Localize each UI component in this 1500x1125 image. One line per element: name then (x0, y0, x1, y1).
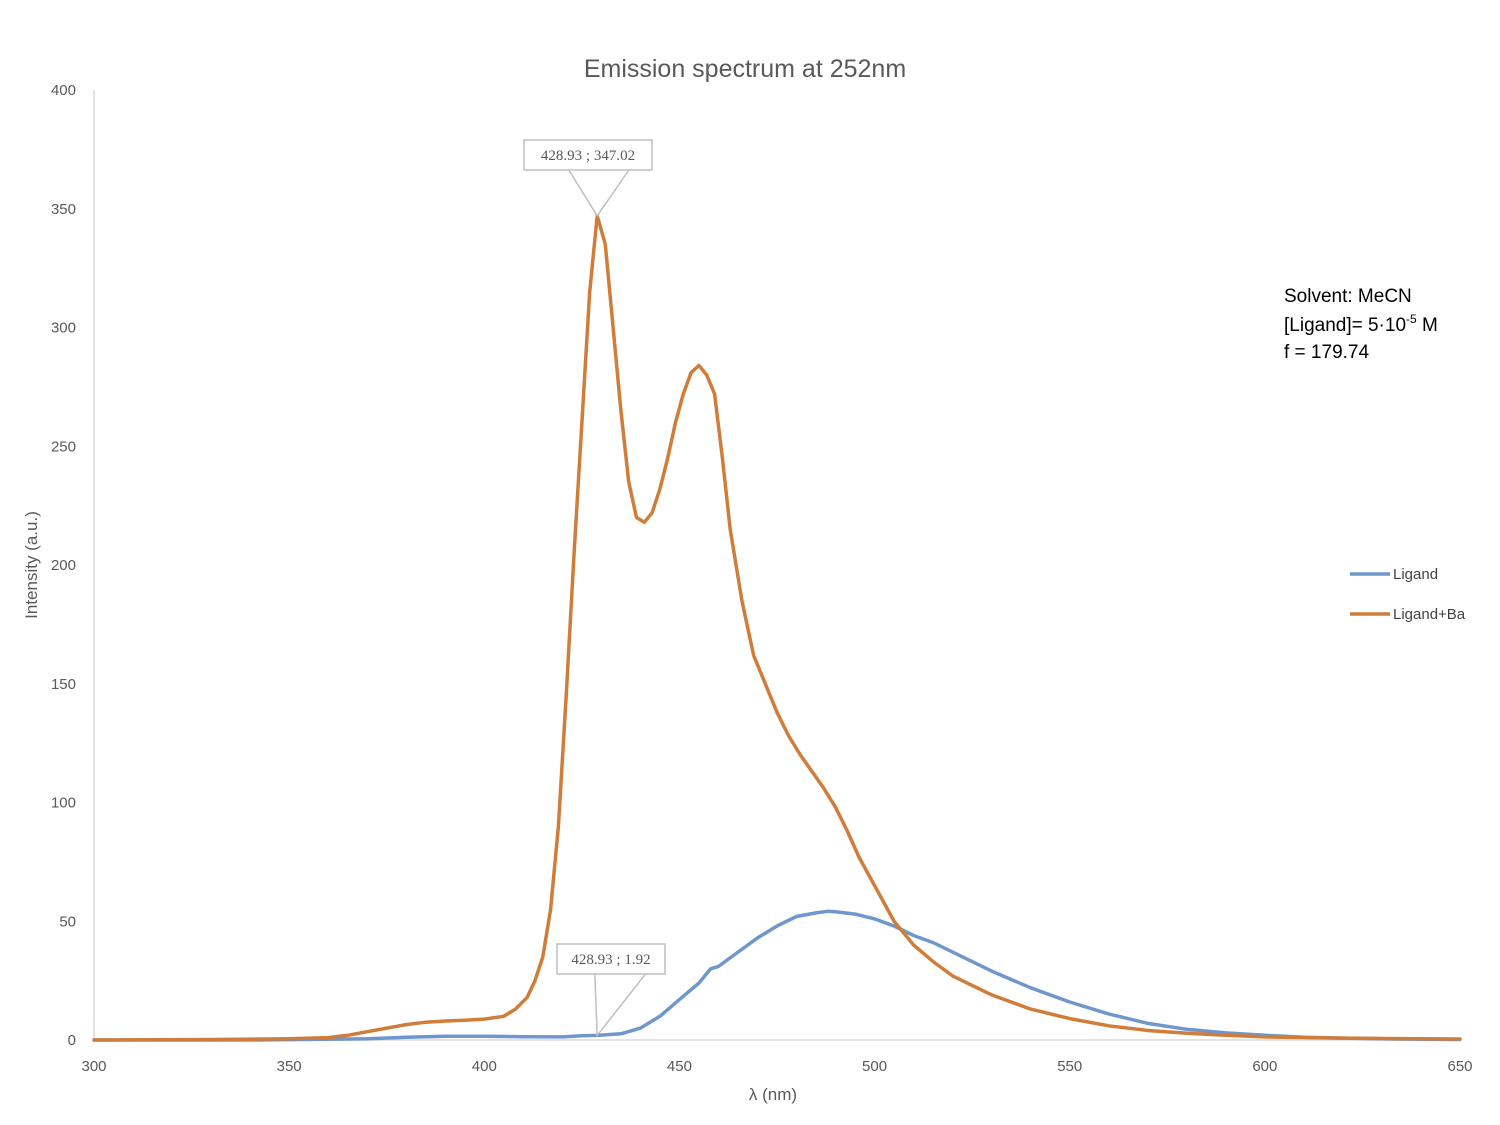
info-f-value: f = 179.74 (1284, 342, 1369, 363)
legend-label: Ligand+Ba (1393, 606, 1466, 623)
y-tick-label: 250 (51, 438, 76, 455)
plot-area: 0 50 100 150 200 250 300 350 400 300 350 400 450 500… (51, 82, 1473, 1075)
callout-leader (568, 169, 630, 218)
x-tick-label: 450 (667, 1058, 692, 1075)
y-tick-label: 300 (51, 320, 76, 337)
info-box: Solvent: MeCN [Ligand]= 5·10-5 M f = 179… (1284, 286, 1438, 363)
x-tick-label: 500 (862, 1058, 887, 1075)
y-tick-label: 0 (68, 1032, 76, 1049)
y-tick-label: 350 (51, 201, 76, 218)
x-tick-label: 600 (1252, 1058, 1277, 1075)
y-tick-label: 100 (51, 795, 76, 812)
x-axis-title: λ (nm) (749, 1085, 797, 1104)
series-line-ligand (92, 909, 1462, 1042)
y-tick-label: 400 (51, 82, 76, 99)
y-axis-title: Intensity (a.u.) (22, 511, 41, 619)
series-line-ligand-ba (92, 214, 1462, 1042)
data-callout: 428.93 ; 1.92 (556, 943, 666, 1038)
info-ligand-concentration: [Ligand]= 5·10-5 M (1284, 312, 1438, 336)
chart-title: Emission spectrum at 252nm (584, 55, 906, 83)
callout-leader (594, 973, 647, 1038)
legend-label: Ligand (1393, 566, 1438, 583)
x-tick-label: 300 (81, 1058, 106, 1075)
series-lines (92, 214, 1462, 1042)
x-tick-label: 550 (1057, 1058, 1082, 1075)
x-tick-label: 650 (1447, 1058, 1472, 1075)
data-callout: 428.93 ; 347.02 (523, 139, 653, 218)
info-ligand-base: [Ligand]= 5·10 (1284, 315, 1406, 336)
info-ligand-exponent: -5 (1406, 312, 1417, 326)
info-ligand-unit: M (1417, 315, 1438, 336)
y-tick-label: 200 (51, 557, 76, 574)
legend: Ligand Ligand+Ba (1350, 566, 1466, 623)
callout-box (523, 139, 653, 171)
callouts: 428.93 ; 347.02 428.93 ; 1.92 (523, 139, 666, 1038)
info-solvent: Solvent: MeCN (1284, 286, 1412, 307)
callout-label: 428.93 ; 347.02 (541, 148, 635, 164)
x-tick-label: 400 (472, 1058, 497, 1075)
x-axis-ticks: 300 350 400 450 500 550 600 650 (81, 1058, 1472, 1075)
y-tick-label: 150 (51, 676, 76, 693)
callout-label: 428.93 ; 1.92 (571, 952, 650, 968)
callout-box (556, 943, 666, 975)
x-tick-label: 350 (277, 1058, 302, 1075)
y-tick-label: 50 (59, 913, 76, 930)
y-axis-ticks: 0 50 100 150 200 250 300 350 400 (51, 82, 76, 1049)
